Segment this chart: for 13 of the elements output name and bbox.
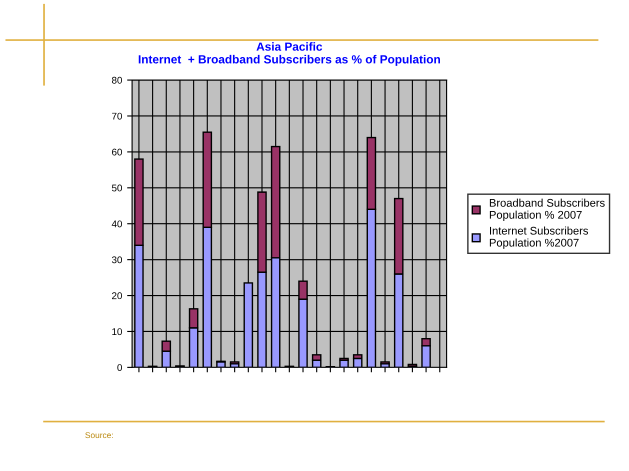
legend-label: Broadband Subscribers Population % 2007 xyxy=(490,198,605,221)
y-tick-label: 50 xyxy=(112,184,122,192)
y-tick-label: 80 xyxy=(112,76,122,84)
y-tick-label: 30 xyxy=(112,256,122,264)
y-tick-label: 70 xyxy=(112,112,122,120)
y-tick-label: 10 xyxy=(112,328,122,336)
source-note: Source: xyxy=(85,432,113,438)
y-tick-label: 20 xyxy=(112,292,122,300)
y-tick-label: 60 xyxy=(112,148,122,156)
y-tick-label: 40 xyxy=(112,220,122,228)
chart-title: Asia Pacific Internet + Broadband Subscribers as % of Population xyxy=(138,42,440,66)
legend-label: Internet Subscribers Population %2007 xyxy=(490,226,588,249)
y-tick-label: 0 xyxy=(117,364,122,371)
